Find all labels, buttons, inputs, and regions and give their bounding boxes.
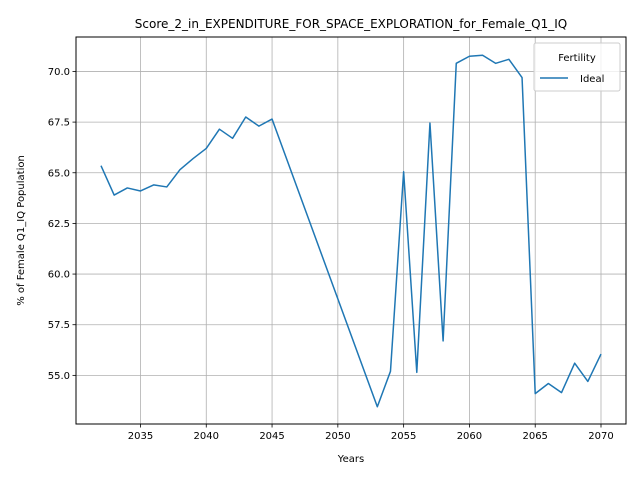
x-tick-label: 2065 — [522, 431, 547, 442]
x-tick-label: 2045 — [259, 431, 284, 442]
x-tick-label: 2035 — [128, 431, 153, 442]
x-tick-label: 2070 — [588, 431, 613, 442]
y-tick-label: 55.0 — [48, 371, 70, 382]
y-tick-label: 70.0 — [48, 67, 70, 78]
x-tick-label: 2050 — [325, 431, 350, 442]
plot-area — [76, 37, 626, 424]
legend: Fertility Ideal — [534, 43, 620, 91]
y-axis-label: % of Female Q1_IQ Population — [16, 155, 27, 306]
y-tick-label: 57.5 — [48, 320, 70, 331]
x-tick-label: 2055 — [391, 431, 416, 442]
y-tick-label: 65.0 — [48, 168, 70, 179]
x-tick-label: 2040 — [194, 431, 219, 442]
chart-title: Score_2_in_EXPENDITURE_FOR_SPACE_EXPLORA… — [135, 17, 567, 31]
y-tick-label: 62.5 — [48, 219, 70, 230]
y-tick-label: 67.5 — [48, 118, 70, 129]
x-tick-label: 2060 — [457, 431, 482, 442]
y-tick-label: 60.0 — [48, 270, 70, 281]
legend-label-ideal: Ideal — [580, 74, 604, 85]
legend-box — [534, 43, 620, 91]
x-axis-label: Years — [337, 454, 364, 465]
legend-title: Fertility — [558, 53, 596, 64]
